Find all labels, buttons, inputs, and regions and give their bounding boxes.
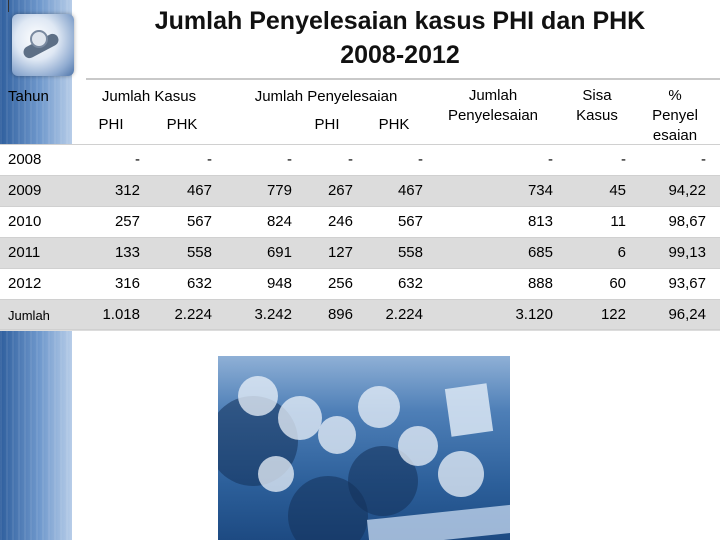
- cell-kasus-phk: 2.224: [174, 306, 212, 323]
- cell-year: 2012: [8, 275, 42, 292]
- cell-sisa-kasus: 122: [600, 306, 626, 323]
- header-phi-kasus: PHI: [98, 116, 124, 133]
- header-sisa-line2: Kasus: [576, 107, 618, 124]
- cell-penyelesaian-total: 685: [527, 244, 553, 261]
- header-persen: % Penyel esaian: [640, 86, 710, 146]
- title-line-1: Jumlah Penyelesaian kasus PHI dan PHK: [154, 7, 646, 35]
- cell-kasus-phi: 316: [114, 275, 140, 292]
- header-jumlah-penyelesaian-total: Jumlah Penyelesaian: [428, 86, 558, 126]
- cell-sisa-kasus: 6: [617, 244, 626, 261]
- cell-sisa-kasus: 11: [610, 213, 626, 230]
- header-tahun: Tahun: [8, 88, 49, 105]
- cell-penyelesaian-phk: 567: [397, 213, 423, 230]
- table-bottom-rule: [0, 329, 720, 330]
- cell-penyelesaian-phk: 2.224: [385, 306, 423, 323]
- cell-penyelesaian-total: 734: [527, 182, 553, 199]
- header-persen-line2: Penyel: [652, 107, 698, 124]
- cell-penyelesaian-phk: 632: [397, 275, 423, 292]
- cell-persen: 96,24: [668, 306, 706, 323]
- table-row: 2012 316 632 948 256 632 888 60 93,67: [0, 268, 720, 300]
- cell-kasus-phk: 567: [186, 213, 212, 230]
- cell-penyelesaian-phk: 558: [397, 244, 423, 261]
- cell-kasus-phk: 632: [186, 275, 212, 292]
- cell-persen: -: [701, 151, 706, 168]
- cell-kasus-total: 3.242: [254, 306, 292, 323]
- cell-kasus-phi: 257: [114, 213, 140, 230]
- title-line-2: 2008-2012: [340, 41, 460, 69]
- table-row: 2011 133 558 691 127 558 685 6 99,13: [0, 237, 720, 269]
- cell-year: Jumlah: [8, 308, 50, 323]
- cell-year: 2008: [8, 151, 42, 168]
- header-jp-line1: Jumlah: [468, 87, 518, 104]
- cell-kasus-phi: 133: [114, 244, 140, 261]
- cell-year: 2011: [8, 244, 41, 261]
- cell-penyelesaian-phi: 127: [327, 244, 353, 261]
- cell-persen: 93,67: [668, 275, 706, 292]
- table-row: Jumlah 1.018 2.224 3.242 896 2.224 3.120 122 96,…: [0, 299, 720, 331]
- header-persen-line3: esaian: [652, 127, 698, 144]
- cell-penyelesaian-total: 3.120: [515, 306, 553, 323]
- header-sisa-kasus: Sisa Kasus: [566, 86, 628, 126]
- header-persen-line1: %: [668, 87, 682, 104]
- cell-penyelesaian-phk: 467: [397, 182, 423, 199]
- title-rule: [86, 78, 720, 80]
- table-row: 2009 312 467 779 267 467 734 45 94,22: [0, 175, 720, 207]
- table-row: 2010 257 567 824 246 567 813 11 98,67: [0, 206, 720, 238]
- cell-kasus-total: 691: [266, 244, 292, 261]
- protest-crowd-photo: [218, 356, 510, 540]
- cell-penyelesaian-total: 813: [527, 213, 553, 230]
- cell-penyelesaian-total: -: [548, 151, 553, 168]
- header-jumlah-kasus: Jumlah Kasus: [101, 88, 197, 105]
- header-jumlah-penyelesaian: Jumlah Penyelesaian: [254, 88, 398, 105]
- cell-sisa-kasus: 60: [609, 275, 626, 292]
- cell-kasus-phk: 467: [186, 182, 212, 199]
- cell-kasus-phk: 558: [186, 244, 212, 261]
- cell-penyelesaian-phi: 256: [327, 275, 353, 292]
- cell-penyelesaian-phi: 267: [327, 182, 353, 199]
- corner-tick: [8, 0, 9, 12]
- header-phi-penyelesaian: PHI: [314, 116, 340, 133]
- cell-penyelesaian-phi: 896: [327, 306, 353, 323]
- header-phk-kasus: PHK: [166, 116, 198, 133]
- header-phk-penyelesaian: PHK: [378, 116, 410, 133]
- cell-persen: 94,22: [668, 182, 706, 199]
- cell-sisa-kasus: 45: [609, 182, 626, 199]
- header-sisa-line1: Sisa: [582, 87, 612, 104]
- cell-penyelesaian-phk: -: [418, 151, 423, 168]
- cell-kasus-phk: -: [207, 151, 212, 168]
- hardware-logo-icon: [12, 14, 74, 76]
- table-row: 2008 - - - - - - - -: [0, 144, 720, 176]
- cell-penyelesaian-phi: -: [348, 151, 353, 168]
- cell-kasus-total: 779: [266, 182, 292, 199]
- cell-kasus-total: 948: [266, 275, 292, 292]
- cell-kasus-phi: 1.018: [102, 306, 140, 323]
- cell-penyelesaian-phi: 246: [327, 213, 353, 230]
- cell-persen: 98,67: [668, 213, 706, 230]
- cell-year: 2010: [8, 213, 42, 230]
- cell-penyelesaian-total: 888: [527, 275, 553, 292]
- cell-year: 2009: [8, 182, 42, 199]
- cell-persen: 99,13: [668, 244, 706, 261]
- cell-kasus-phi: 312: [114, 182, 140, 199]
- cell-kasus-total: -: [287, 151, 292, 168]
- header-jp-line2: Penyelesaian: [447, 107, 539, 124]
- cell-kasus-phi: -: [135, 151, 140, 168]
- cell-sisa-kasus: -: [621, 151, 626, 168]
- cell-kasus-total: 824: [266, 213, 292, 230]
- page-title: Jumlah Penyelesaian kasus PHI dan PHK 20…: [80, 4, 720, 72]
